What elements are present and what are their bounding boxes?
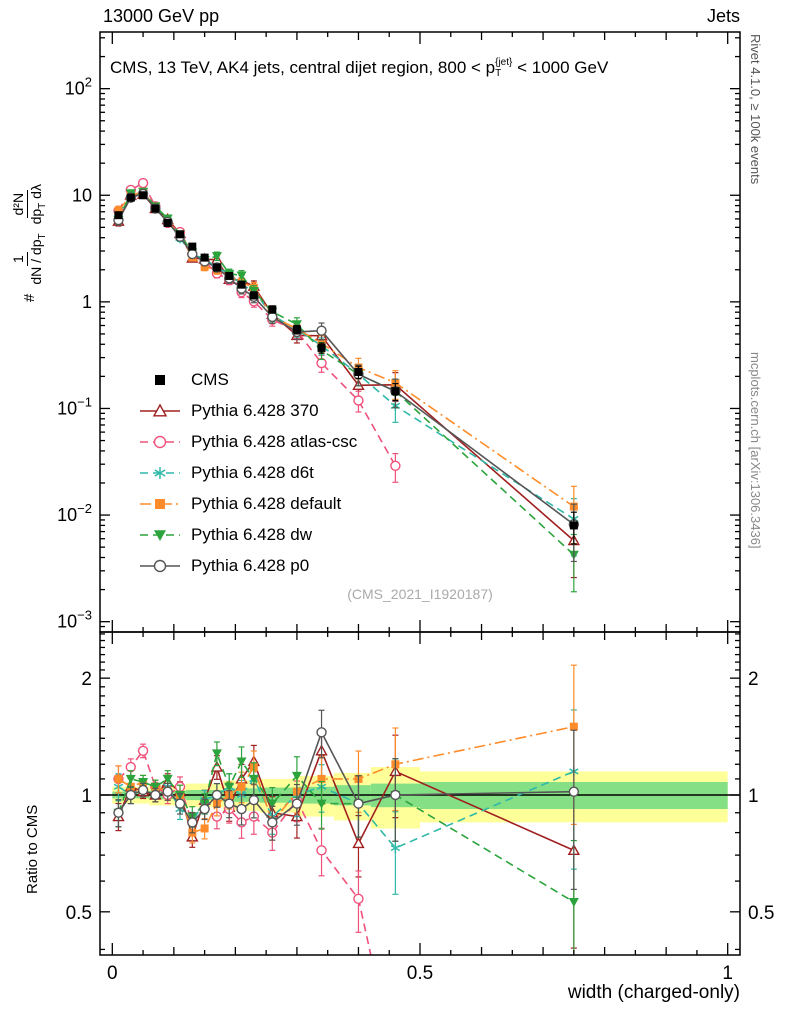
legend-label: CMS — [191, 369, 229, 389]
legend: CMS Pythia 6.428 370 Pythia 6.428 atlas-cs… — [138, 364, 357, 581]
legend-marker-icon — [140, 498, 180, 509]
legend-label: Pythia 6.428 default — [191, 493, 342, 513]
hash-symbol: # — [20, 293, 38, 302]
x-axis-label: width (charged-only) — [567, 982, 740, 1003]
plot-title-suffix: < 1000 GeV — [512, 58, 609, 77]
legend-item-1: Pythia 6.428 370 — [138, 395, 357, 426]
legend-marker-icon — [140, 529, 180, 541]
fraction-d2n: d²N dpT dλ — [10, 184, 48, 225]
svg-text:1: 1 — [81, 786, 92, 807]
main-panel-series — [112, 177, 581, 593]
svg-text:0.5: 0.5 — [748, 903, 774, 924]
legend-label: Pythia 6.428 p0 — [191, 555, 310, 575]
svg-text:10−3: 10−3 — [57, 608, 92, 632]
svg-text:0.5: 0.5 — [66, 903, 92, 924]
svg-text:10: 10 — [72, 185, 92, 205]
plot-title: CMS, 13 TeV, AK4 jets, central dijet reg… — [110, 58, 608, 79]
rivet-version-label: Rivet 4.1.0, ≥ 100k events — [748, 34, 763, 185]
fraction-one-over-dndpt: 1 dN / dpT — [10, 233, 48, 285]
axis-ticks — [100, 32, 740, 955]
legend-marker-icon — [140, 466, 180, 479]
legend-marker-icon — [155, 374, 165, 385]
svg-text:1: 1 — [722, 963, 733, 984]
legend-marker-icon — [140, 559, 180, 572]
ratio-y-axis-label: Ratio to CMS — [24, 804, 41, 894]
analysis-id-watermark: (CMS_2021_I1920187) — [347, 586, 493, 602]
svg-text:0: 0 — [107, 963, 118, 984]
svg-text:0.5: 0.5 — [407, 963, 433, 984]
ratio-panel-series — [112, 664, 581, 955]
analysis-group-label: Jets — [706, 6, 740, 26]
svg-text:1: 1 — [748, 786, 759, 807]
plot-title-text: CMS, 13 TeV, AK4 jets, central dijet reg… — [110, 58, 496, 77]
svg-text:10−1: 10−1 — [57, 394, 92, 418]
svg-text:102: 102 — [65, 75, 92, 99]
pt-superscript: {jet} — [495, 57, 513, 69]
beam-energy-label: 13000 GeV pp — [103, 6, 220, 26]
legend-item-3: Pythia 6.428 d6t — [138, 457, 357, 488]
legend-marker-icon — [140, 435, 180, 448]
legend-marker-icon — [140, 403, 180, 417]
legend-label: Pythia 6.428 370 — [191, 400, 319, 420]
legend-label: Pythia 6.428 d6t — [191, 462, 314, 482]
legend-label: Pythia 6.428 dw — [191, 524, 312, 544]
legend-item-5: Pythia 6.428 dw — [138, 519, 357, 550]
legend-item-4: Pythia 6.428 default — [138, 488, 357, 519]
svg-text:2: 2 — [748, 669, 759, 690]
legend-item-2: Pythia 6.428 atlas-csc — [138, 426, 357, 457]
y-axis-label-main: # 1 dN / dpT d²N dpT dλ — [10, 184, 49, 302]
legend-item-6: Pythia 6.428 p0 — [138, 550, 357, 581]
mcplots-reference-label: mcplots.cern.ch [arXiv:1306.3436] — [748, 352, 763, 549]
legend-label: Pythia 6.428 atlas-csc — [191, 431, 358, 451]
pt-subscript: T — [495, 67, 502, 79]
tick-labels: 102 10 1 10−1 10−2 10−3 0.5 0.5 1 1 2 2 0 0.5 1 — [57, 75, 774, 984]
pt-supsub: {jet} T — [495, 58, 512, 79]
svg-text:10−2: 10−2 — [57, 501, 92, 525]
svg-text:1: 1 — [82, 292, 92, 312]
legend-item-0: CMS — [138, 364, 357, 395]
svg-text:2: 2 — [81, 669, 92, 690]
